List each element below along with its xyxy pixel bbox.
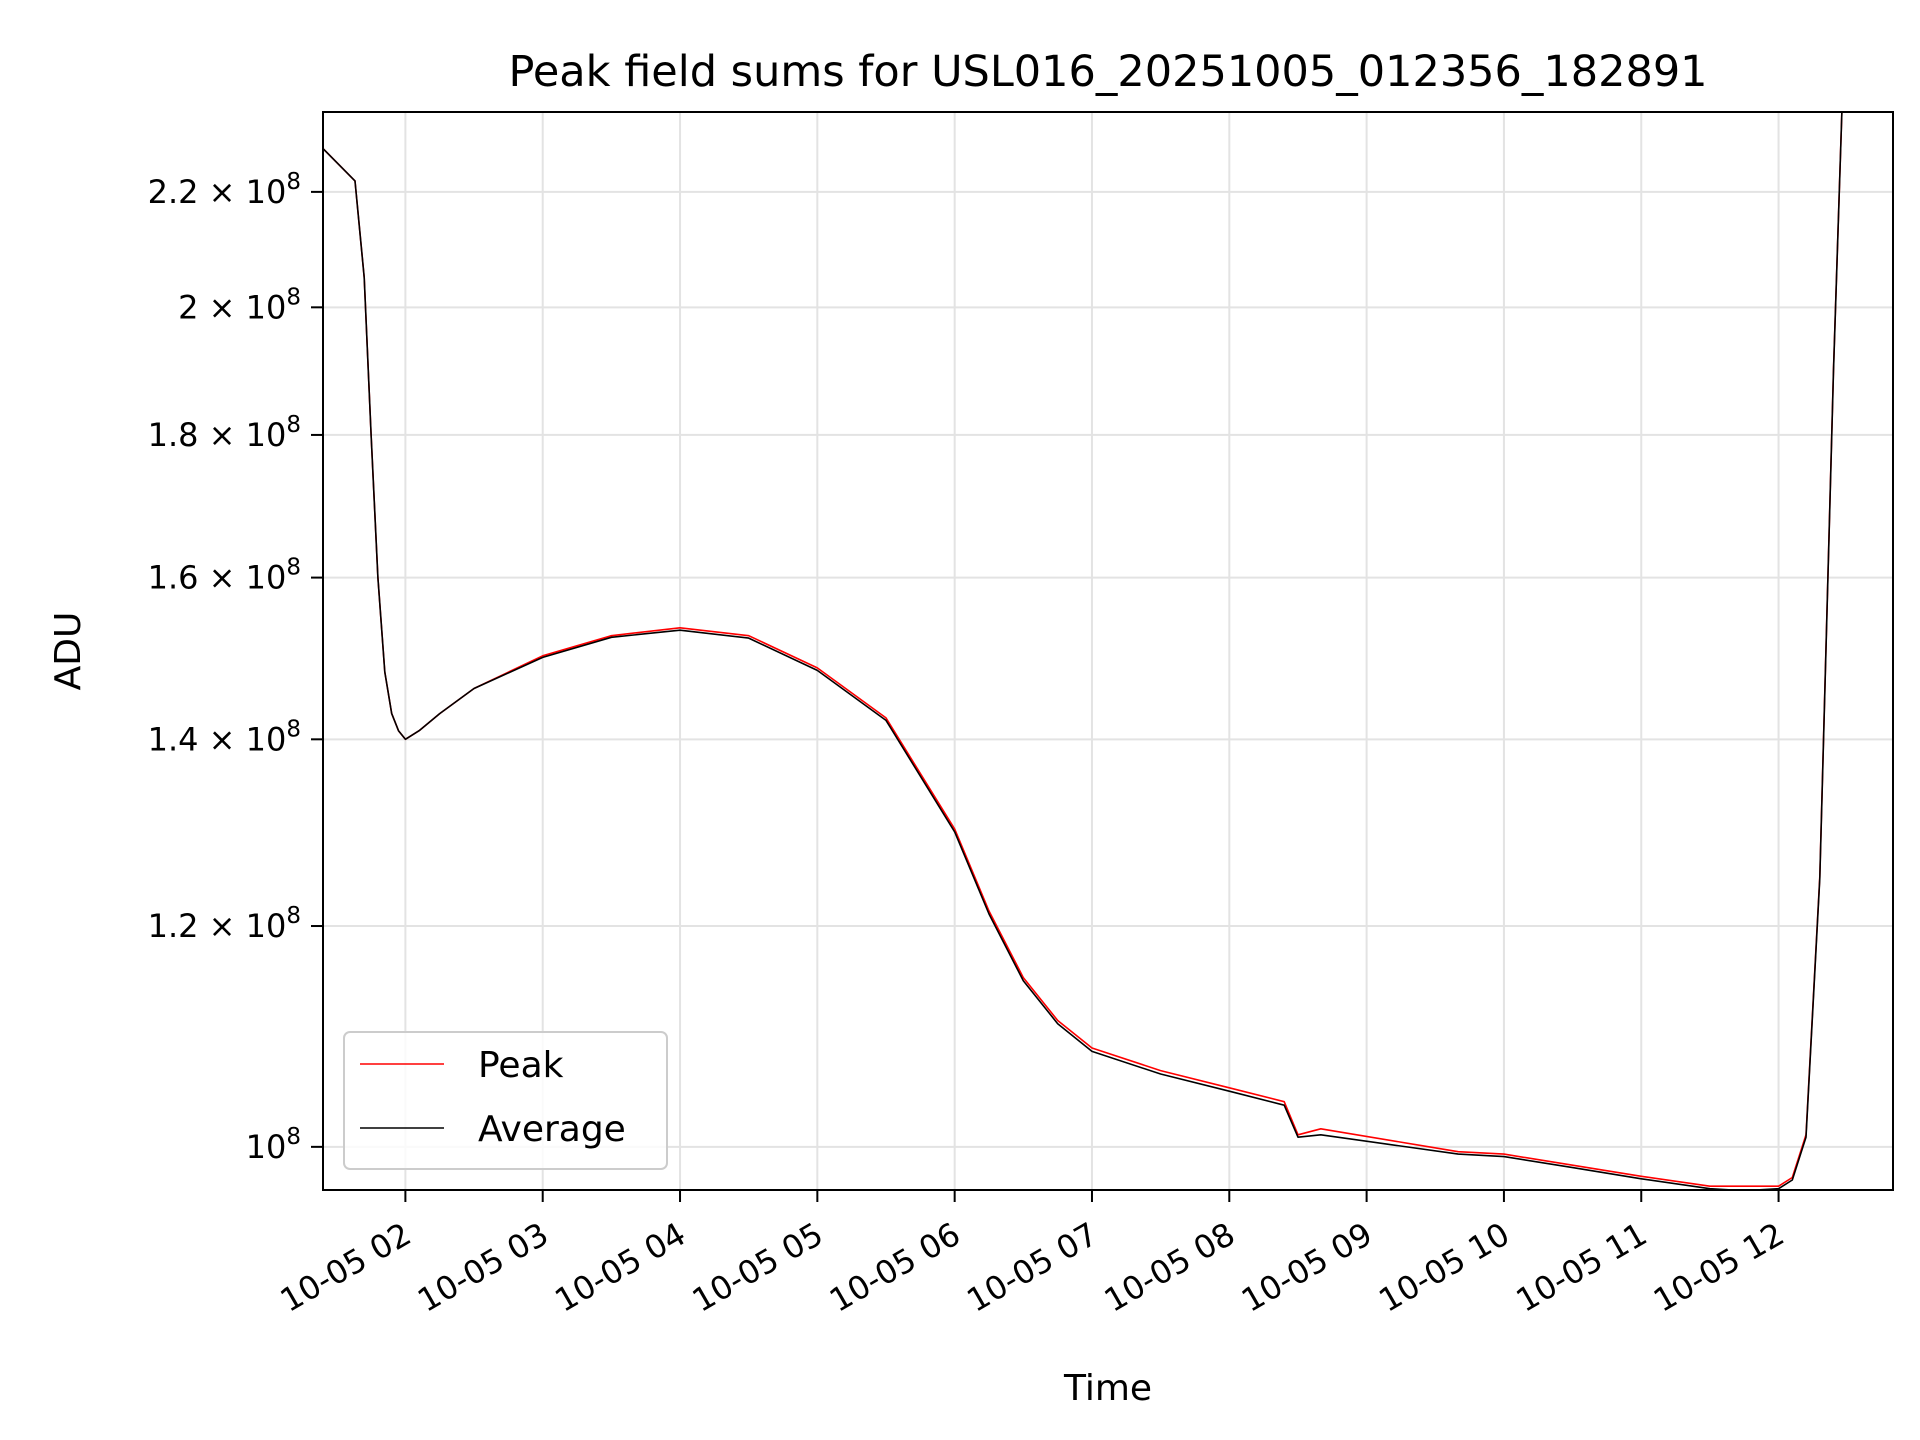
y-tick-label: 108 (246, 1124, 301, 1166)
y-tick-label: 2.2 × 108 (148, 169, 301, 211)
y-tick-label: 1.8 × 108 (148, 412, 301, 454)
legend-box (343, 1031, 668, 1170)
plot-background (323, 112, 1893, 1190)
chart-title: Peak field sums for USL016_20251005_0123… (508, 47, 1707, 97)
y-axis: 108 1.2 × 108 1.4 × 108 1.6 × 108 1.8 × 108 2… (148, 169, 323, 1166)
legend: Peak Average (343, 1031, 668, 1170)
legend-label-peak: Peak (478, 1045, 564, 1086)
series-layer (323, 112, 1843, 1190)
series-line-average (323, 112, 1843, 1190)
y-tick-label: 2 × 108 (178, 284, 301, 326)
y-tick-label: 1.2 × 108 (148, 903, 301, 945)
y-axis-title: ADU (48, 612, 89, 691)
y-tick-label: 1.6 × 108 (148, 555, 301, 597)
plot-frame (322, 111, 1894, 1191)
grid (323, 112, 1893, 1190)
legend-label-average: Average (478, 1109, 626, 1150)
x-axis-title: Time (1063, 1368, 1152, 1409)
y-tick-label: 1.4 × 108 (148, 716, 301, 758)
